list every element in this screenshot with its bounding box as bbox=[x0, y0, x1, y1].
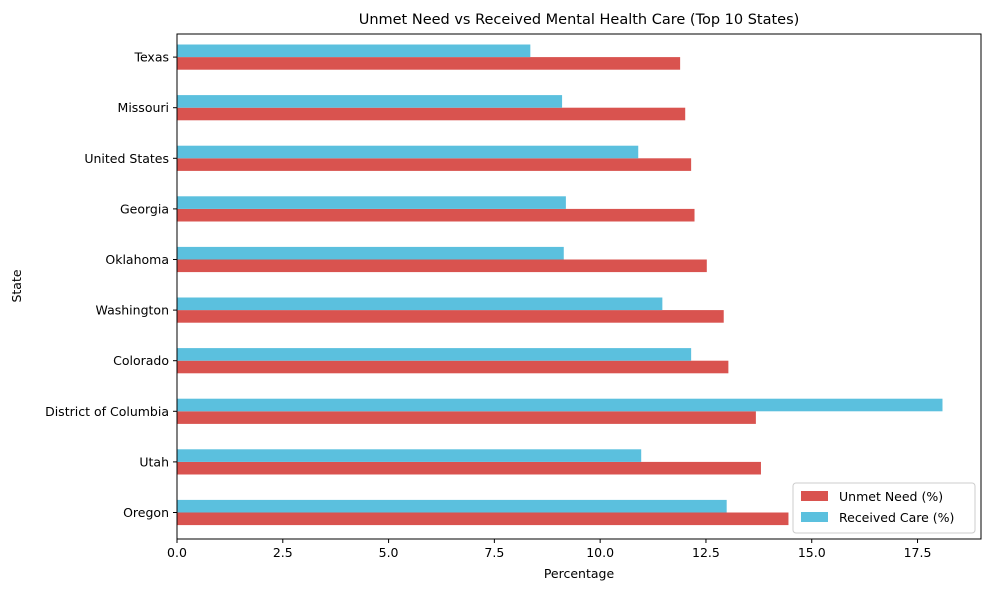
bar bbox=[177, 57, 681, 70]
chart-title: Unmet Need vs Received Mental Health Car… bbox=[359, 12, 800, 28]
x-tick-label: 5.0 bbox=[379, 545, 399, 560]
legend-swatch bbox=[801, 512, 828, 522]
bar bbox=[177, 246, 564, 260]
bar bbox=[177, 297, 663, 311]
y-tick-label: District of Columbia bbox=[45, 404, 169, 419]
bar bbox=[177, 95, 563, 108]
bar bbox=[177, 512, 789, 526]
plot-frame bbox=[176, 33, 982, 540]
bar bbox=[177, 145, 639, 159]
bar bbox=[177, 499, 727, 513]
y-axis: Oregon Utah District of Columbia Colorado Wa… bbox=[45, 50, 177, 520]
bar bbox=[177, 310, 724, 323]
x-tick-label: 0.0 bbox=[167, 545, 187, 560]
y-tick-label: United States bbox=[84, 151, 169, 166]
x-axis: 0.0 2.5 5.0 7.5 10.0 12.5 15.0 17.5 bbox=[167, 539, 931, 560]
bar bbox=[177, 259, 707, 273]
legend-label: Unmet Need (%) bbox=[839, 489, 943, 504]
bar bbox=[177, 398, 943, 412]
x-tick-label: 17.5 bbox=[904, 545, 932, 560]
legend-swatch bbox=[801, 491, 828, 501]
legend-label: Received Care (%) bbox=[839, 510, 954, 525]
y-tick-label: Utah bbox=[139, 454, 169, 469]
bar bbox=[177, 208, 695, 222]
bars-layer bbox=[177, 44, 943, 526]
y-axis-label: State bbox=[9, 269, 24, 302]
y-tick-label: Georgia bbox=[120, 201, 169, 216]
bar bbox=[177, 44, 531, 58]
x-tick-label: 7.5 bbox=[484, 545, 504, 560]
bar bbox=[177, 196, 566, 209]
x-tick-label: 12.5 bbox=[692, 545, 720, 560]
y-tick-label: Oklahoma bbox=[105, 252, 169, 267]
legend: Unmet Need (%) Received Care (%) bbox=[792, 482, 976, 534]
y-tick-label: Missouri bbox=[118, 100, 169, 115]
bar bbox=[177, 348, 692, 361]
bar bbox=[177, 449, 642, 462]
x-tick-label: 2.5 bbox=[273, 545, 293, 560]
y-tick-label: Oregon bbox=[123, 505, 169, 520]
x-tick-label: 10.0 bbox=[586, 545, 614, 560]
bar bbox=[177, 461, 761, 475]
legend-frame bbox=[792, 482, 976, 534]
y-tick-label: Washington bbox=[96, 303, 169, 318]
y-tick-label: Colorado bbox=[113, 353, 169, 368]
bar bbox=[177, 360, 729, 374]
x-tick-label: 15.0 bbox=[798, 545, 826, 560]
bar bbox=[177, 107, 686, 121]
bar bbox=[177, 158, 692, 171]
y-tick-label: Texas bbox=[133, 50, 169, 65]
bar bbox=[177, 411, 756, 424]
x-axis-label: Percentage bbox=[544, 566, 615, 581]
